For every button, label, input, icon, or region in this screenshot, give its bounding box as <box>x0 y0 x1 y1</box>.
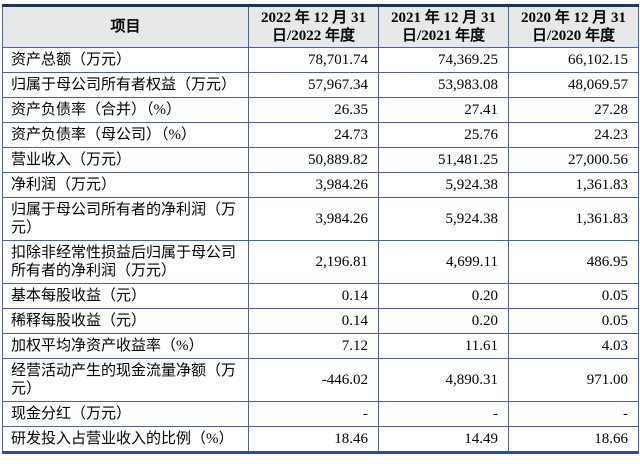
row-label: 资产总额（万元） <box>2 47 249 73</box>
cell-value: 486.95 <box>508 240 639 284</box>
cell-value: 2,196.81 <box>248 240 379 284</box>
cell-value: 0.05 <box>508 283 639 309</box>
cell-value: 1,361.83 <box>508 197 639 241</box>
cell-value: - <box>248 401 379 427</box>
cell-value: - <box>378 401 509 427</box>
cell-value: 27.41 <box>378 97 509 123</box>
row-label: 研发投入占营业收入的比例（%） <box>2 426 249 453</box>
table-row: 现金分红（万元） - - - <box>2 401 639 427</box>
cell-value: 0.20 <box>378 308 509 334</box>
cell-value: 24.23 <box>508 122 639 148</box>
table-row: 资产总额（万元） 78,701.74 74,369.25 66,102.15 <box>2 47 639 73</box>
cell-value: 1,361.83 <box>508 172 639 198</box>
cell-value: 4.03 <box>508 333 639 359</box>
cell-value: 18.66 <box>508 426 639 453</box>
table-row: 研发投入占营业收入的比例（%） 18.46 14.49 18.66 <box>2 426 639 453</box>
cell-value: 74,369.25 <box>378 47 509 73</box>
col-header-2022: 2022 年 12 月 31 日/2022 年度 <box>248 5 379 48</box>
cell-value: 3,984.26 <box>248 197 379 241</box>
cell-value: 26.35 <box>248 97 379 123</box>
row-label: 经营活动产生的现金流量净额（万元） <box>2 358 249 402</box>
cell-value: 5,924.38 <box>378 197 509 241</box>
cell-value: 24.73 <box>248 122 379 148</box>
cell-value: 14.49 <box>378 426 509 453</box>
row-label: 资产负债率（母公司）（%） <box>2 122 249 148</box>
cell-value: 25.76 <box>378 122 509 148</box>
col-header-2020: 2020 年 12 月 31 日/2020 年度 <box>508 5 639 48</box>
table-row: 资产负债率（母公司）（%） 24.73 25.76 24.23 <box>2 122 639 148</box>
cell-value: -446.02 <box>248 358 379 402</box>
cell-value: 7.12 <box>248 333 379 359</box>
table-row: 营业收入（万元） 50,889.82 51,481.25 27,000.56 <box>2 147 639 173</box>
cell-value: 0.05 <box>508 308 639 334</box>
cell-value: 53,983.08 <box>378 72 509 98</box>
cell-value: 971.00 <box>508 358 639 402</box>
cell-value: 48,069.57 <box>508 72 639 98</box>
row-label: 基本每股收益（元） <box>2 283 249 309</box>
cell-value: 0.20 <box>378 283 509 309</box>
cell-value: 57,967.34 <box>248 72 379 98</box>
cell-value: 51,481.25 <box>378 147 509 173</box>
table-row: 经营活动产生的现金流量净额（万元） -446.02 4,890.31 971.0… <box>2 358 639 402</box>
row-label: 资产负债率（合并）（%） <box>2 97 249 123</box>
row-label: 归属于母公司所有者权益（万元） <box>2 72 249 98</box>
row-label: 稀释每股收益（元） <box>2 308 249 334</box>
row-label: 净利润（万元） <box>2 172 249 198</box>
cell-value: 78,701.74 <box>248 47 379 73</box>
row-label: 营业收入（万元） <box>2 147 249 173</box>
row-label: 加权平均净资产收益率（%） <box>2 333 249 359</box>
cell-value: 27.28 <box>508 97 639 123</box>
cell-value: - <box>508 401 639 427</box>
table-row: 基本每股收益（元） 0.14 0.20 0.05 <box>2 283 639 309</box>
table-row: 稀释每股收益（元） 0.14 0.20 0.05 <box>2 308 639 334</box>
cell-value: 66,102.15 <box>508 47 639 73</box>
cell-value: 50,889.82 <box>248 147 379 173</box>
cell-value: 4,890.31 <box>378 358 509 402</box>
cell-value: 27,000.56 <box>508 147 639 173</box>
col-header-item: 项目 <box>2 5 249 48</box>
table-row: 归属于母公司所有者权益（万元） 57,967.34 53,983.08 48,0… <box>2 72 639 98</box>
cell-value: 3,984.26 <box>248 172 379 198</box>
cell-value: 5,924.38 <box>378 172 509 198</box>
cell-value: 4,699.11 <box>378 240 509 284</box>
row-label: 扣除非经常性损益后归属于母公司所有者的净利润（万元） <box>2 240 249 284</box>
cell-value: 18.46 <box>248 426 379 453</box>
row-label: 现金分红（万元） <box>2 401 249 427</box>
financial-summary-table: 项目 2022 年 12 月 31 日/2022 年度 2021 年 12 月 … <box>2 4 639 454</box>
table-row: 净利润（万元） 3,984.26 5,924.38 1,361.83 <box>2 172 639 198</box>
cell-value: 0.14 <box>248 283 379 309</box>
table-row: 扣除非经常性损益后归属于母公司所有者的净利润（万元） 2,196.81 4,69… <box>2 240 639 284</box>
table-row: 归属于母公司所有者的净利润（万元） 3,984.26 5,924.38 1,36… <box>2 197 639 241</box>
col-header-2021: 2021 年 12 月 31 日/2021 年度 <box>378 5 509 48</box>
table-row: 资产负债率（合并）（%） 26.35 27.41 27.28 <box>2 97 639 123</box>
header-row: 项目 2022 年 12 月 31 日/2022 年度 2021 年 12 月 … <box>2 5 639 48</box>
cell-value: 0.14 <box>248 308 379 334</box>
row-label: 归属于母公司所有者的净利润（万元） <box>2 197 249 241</box>
cell-value: 11.61 <box>378 333 509 359</box>
table-row: 加权平均净资产收益率（%） 7.12 11.61 4.03 <box>2 333 639 359</box>
